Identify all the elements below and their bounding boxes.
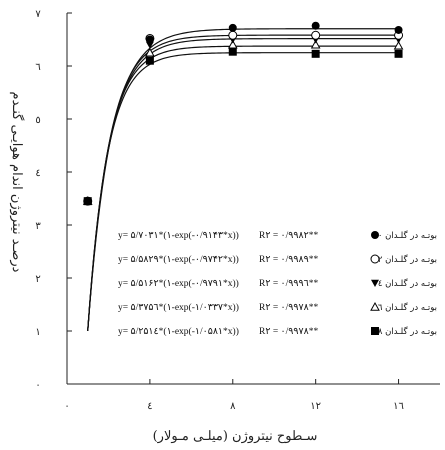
legend-label: بوتـه در گلـدان ۰ <box>378 230 437 241</box>
marker-open-circle <box>370 254 380 264</box>
legend-label: بوتـه در گلـدان ٤ <box>378 278 437 289</box>
y-tick-label: ٥ <box>35 115 40 126</box>
y-axis-title: درصـد نیتروژن اندام هوایـی گنـدم <box>9 92 25 273</box>
marker-filled-square <box>145 56 154 65</box>
y-tick-label: ۰ <box>35 380 40 391</box>
r2-text: R۲ = ۰/۹۹۸۹** <box>259 255 318 265</box>
marker-filled-circle <box>83 197 92 206</box>
fit-curves <box>87 28 399 332</box>
r2-text: R۲ = ۰/۹۹۷۸** <box>259 327 318 337</box>
r2-text: R۲ = ۰/۹۹۹٦** <box>259 279 318 289</box>
marker-open-triangle-up <box>370 301 380 311</box>
marker-open-triangle-up <box>227 39 238 49</box>
equation-text: y= ۵/۷۰۳۱*(۱-exp(-۰/۹۱۴۳*x)) <box>118 230 239 241</box>
legend-label: بوتـه در گلـدان ۸ <box>378 326 437 337</box>
x-axis-title: سـطوح نیتروژن (میلـی مـولار) <box>153 429 318 444</box>
y-tick-label: ٤ <box>35 168 40 179</box>
legend-label: بوتـه در گلـدان ٦ <box>378 302 437 313</box>
marker-open-circle <box>228 30 238 40</box>
y-tick-label: ۱ <box>35 327 40 338</box>
x-tick-label: ۰ <box>64 401 69 412</box>
fit-curve <box>87 45 399 332</box>
y-tick-label: ۲ <box>35 274 40 285</box>
marker-filled-triangle-down <box>145 41 154 49</box>
marker-filled-circle <box>394 25 403 34</box>
y-tick-label: ٦ <box>35 62 40 73</box>
x-tick-label: ۱۲ <box>310 401 321 412</box>
y-tick-label: ۷ <box>35 9 41 20</box>
marker-filled-square <box>394 49 403 58</box>
fit-curve <box>87 38 399 332</box>
y-tick-label: ۳ <box>35 221 41 232</box>
marker-open-circle <box>311 30 321 40</box>
marker-filled-square <box>228 47 237 56</box>
x-tick-label: ٤ <box>147 401 152 412</box>
fit-curve <box>87 28 399 332</box>
r2-text: R۲ = ۰/۹۹۸۲** <box>259 231 318 241</box>
equation-text: y= ۵/۳۷۵٦*(۱-exp(-۱/۰۳۳۷*x)) <box>118 302 239 313</box>
equation-text: y= ۵/۵۱۶۲*(۱-exp(-۰/۹۷۹۱*x)) <box>118 278 239 289</box>
marker-filled-triangle-down <box>371 279 379 287</box>
data-points <box>82 21 404 206</box>
marker-filled-circle <box>145 35 154 44</box>
marker-filled-circle <box>228 23 237 32</box>
marker-filled-square <box>311 49 320 58</box>
fit-curve <box>87 34 399 332</box>
r2-text: R۲ = ۰/۹۹۷۸** <box>259 303 318 313</box>
marker-open-triangle-up <box>393 40 404 50</box>
equation-text: y= ۵/۵۸۲۹*(۱-exp(-۰/۹۷۴۲*x)) <box>118 254 239 265</box>
marker-filled-square <box>371 327 379 335</box>
equation-text: y= ۵/۲۵۱٤*(۱-exp(-۱/۰۵۸۱*x)) <box>118 326 239 337</box>
marker-open-triangle-up <box>145 47 155 57</box>
marker-filled-circle <box>311 21 320 30</box>
marker-filled-circle <box>371 231 379 239</box>
fit-curve <box>87 52 399 332</box>
marker-open-triangle-up <box>310 39 321 49</box>
equations-and-legend: y= ۵/۷۰۳۱*(۱-exp(-۰/۹۱۴۳*x)) R۲ = ۰/۹۹۸۲*… <box>118 230 437 337</box>
legend-label: بوتـه در گلـدان ۲ <box>378 254 437 265</box>
x-tick-label: ۱٦ <box>393 401 404 412</box>
x-tick-label: ۸ <box>230 401 236 412</box>
